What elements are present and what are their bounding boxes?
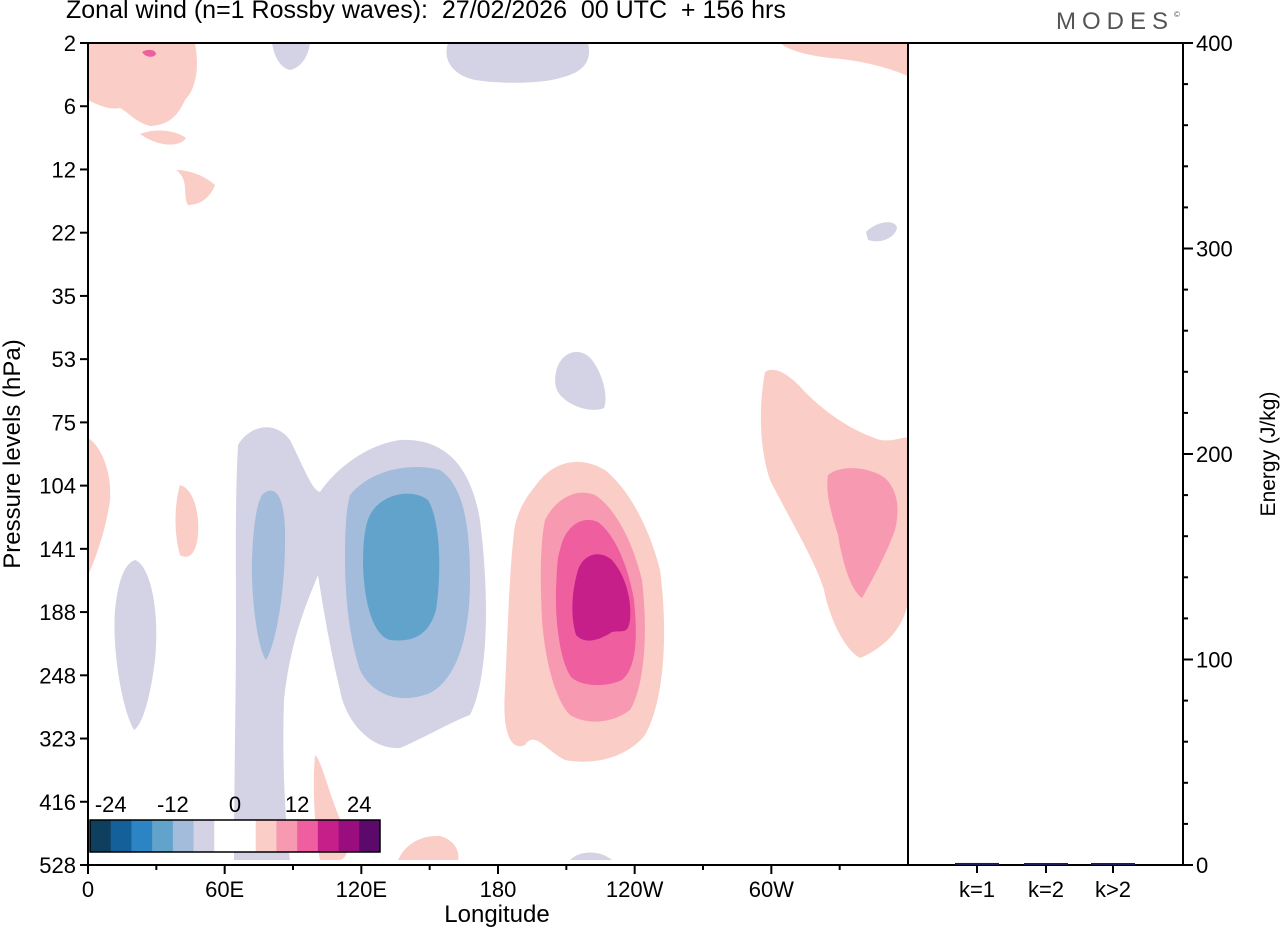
chart-title: Zonal wind (n=1 Rossby waves): 27/02/202… [66, 0, 786, 24]
x-tick-label: 120W [606, 877, 664, 902]
y-tick-label: 416 [39, 790, 76, 815]
y-tick-label: 323 [39, 727, 76, 752]
y-axis-label: Pressure levels (hPa) [0, 339, 26, 568]
x-tick-label: 60E [205, 877, 244, 902]
contour-pos-4-strat-west [88, 43, 197, 126]
energy-bar [1024, 863, 1068, 865]
energy-axis: 0 100 200 300 400 [1183, 31, 1233, 878]
contour-pos-4-strat-east [780, 43, 908, 76]
y-tick-label: 141 [39, 537, 76, 562]
colorbar-frame [89, 819, 381, 853]
contour-pos-4-bottom-b [398, 835, 459, 860]
x-axis-label: Longitude [444, 901, 549, 928]
x-tick-label: 0 [82, 877, 94, 902]
colorbar-swatch [235, 820, 257, 852]
contour-neg-8-west-strip [251, 490, 286, 660]
contour-neg-4-strat-top [446, 43, 590, 83]
energy-tick-label: 300 [1196, 237, 1233, 262]
contour-pos-4-west-edge [88, 438, 111, 575]
colorbar-swatch [172, 820, 195, 852]
colorbar-swatch [110, 820, 132, 852]
energy-tick-label: 100 [1196, 648, 1233, 673]
colorbar-label: 0 [229, 792, 241, 817]
colorbar-swatch [90, 820, 112, 852]
x-tick-label: 180 [480, 877, 517, 902]
colorbar-swatch [193, 820, 215, 852]
y-tick-label: 104 [39, 474, 76, 499]
contour-neg-12-core [363, 493, 440, 641]
y-tick-label: 2 [64, 31, 76, 56]
y-tick-label: 528 [39, 853, 76, 878]
colorbar-swatch [359, 820, 381, 852]
contour-neg-4-small-top [272, 43, 310, 70]
colorbar-swatch [214, 820, 236, 852]
colorbar-swatch [338, 820, 360, 852]
colorbar-swatch [317, 820, 340, 852]
pressure-axis: 2 6 12 22 35 53 75 104 141 188 248 323 416 528 [39, 31, 88, 878]
contour-field [88, 43, 908, 860]
x-tick-label: 60W [749, 877, 794, 902]
energy-tick-label: 0 [1196, 853, 1208, 878]
y-tick-label: 6 [64, 94, 76, 119]
y-tick-label: 75 [52, 410, 76, 435]
contour-pos-4-west-small [175, 485, 199, 557]
contour-neg-4-east [866, 222, 897, 242]
contour-pos-12-strat-dot [142, 49, 156, 57]
energy-bar [955, 862, 999, 865]
y-tick-label: 12 [52, 157, 76, 182]
colorbar-swatch [152, 820, 174, 852]
colorbar-label: 12 [285, 792, 309, 817]
colorbar-swatch [297, 820, 319, 852]
contour-pos-4-strat-hook [176, 170, 215, 205]
energy-bar-label: k=1 [959, 877, 995, 902]
contour-pos-16-core [572, 554, 631, 641]
energy-tick-label: 400 [1196, 31, 1233, 56]
energy-bars: k=1 k=2 k>2 [955, 862, 1135, 902]
y-tick-label: 248 [39, 663, 76, 688]
energy-tick-label: 200 [1196, 442, 1233, 467]
y-tick-label: 35 [52, 284, 76, 309]
longitude-axis: 0 60E 120E 180 120W 60W [82, 865, 841, 902]
contour-neg-4-mid [555, 351, 606, 410]
colorbar-swatch [276, 820, 298, 852]
energy-bar-label: k=2 [1028, 877, 1064, 902]
brand-logo: MODES© [1056, 8, 1180, 36]
x-tick-label: 120E [336, 877, 387, 902]
y-tick-label: 53 [52, 347, 76, 372]
y-tick-label: 188 [39, 600, 76, 625]
brand-name: MODES [1056, 8, 1175, 35]
colorbar-swatch [255, 820, 277, 852]
energy-bar [1091, 863, 1135, 865]
contour-pos-4-strat-small [140, 130, 186, 145]
contour-neg-4-bottom [570, 852, 612, 860]
y-tick-label: 22 [52, 221, 76, 246]
colorbar-label: -12 [157, 792, 189, 817]
colorbar-swatch [131, 820, 153, 852]
contour-neg-4-west [114, 560, 157, 730]
colorbar-label: -24 [95, 792, 127, 817]
energy-axis-label: Energy (J/kg) [1257, 392, 1280, 517]
brand-mark: © [1174, 10, 1180, 19]
colorbar: -24 -12 0 12 24 [89, 792, 381, 853]
colorbar-label: 24 [347, 792, 371, 817]
energy-bar-label: k>2 [1095, 877, 1131, 902]
contour-pos-8-east [827, 468, 898, 598]
